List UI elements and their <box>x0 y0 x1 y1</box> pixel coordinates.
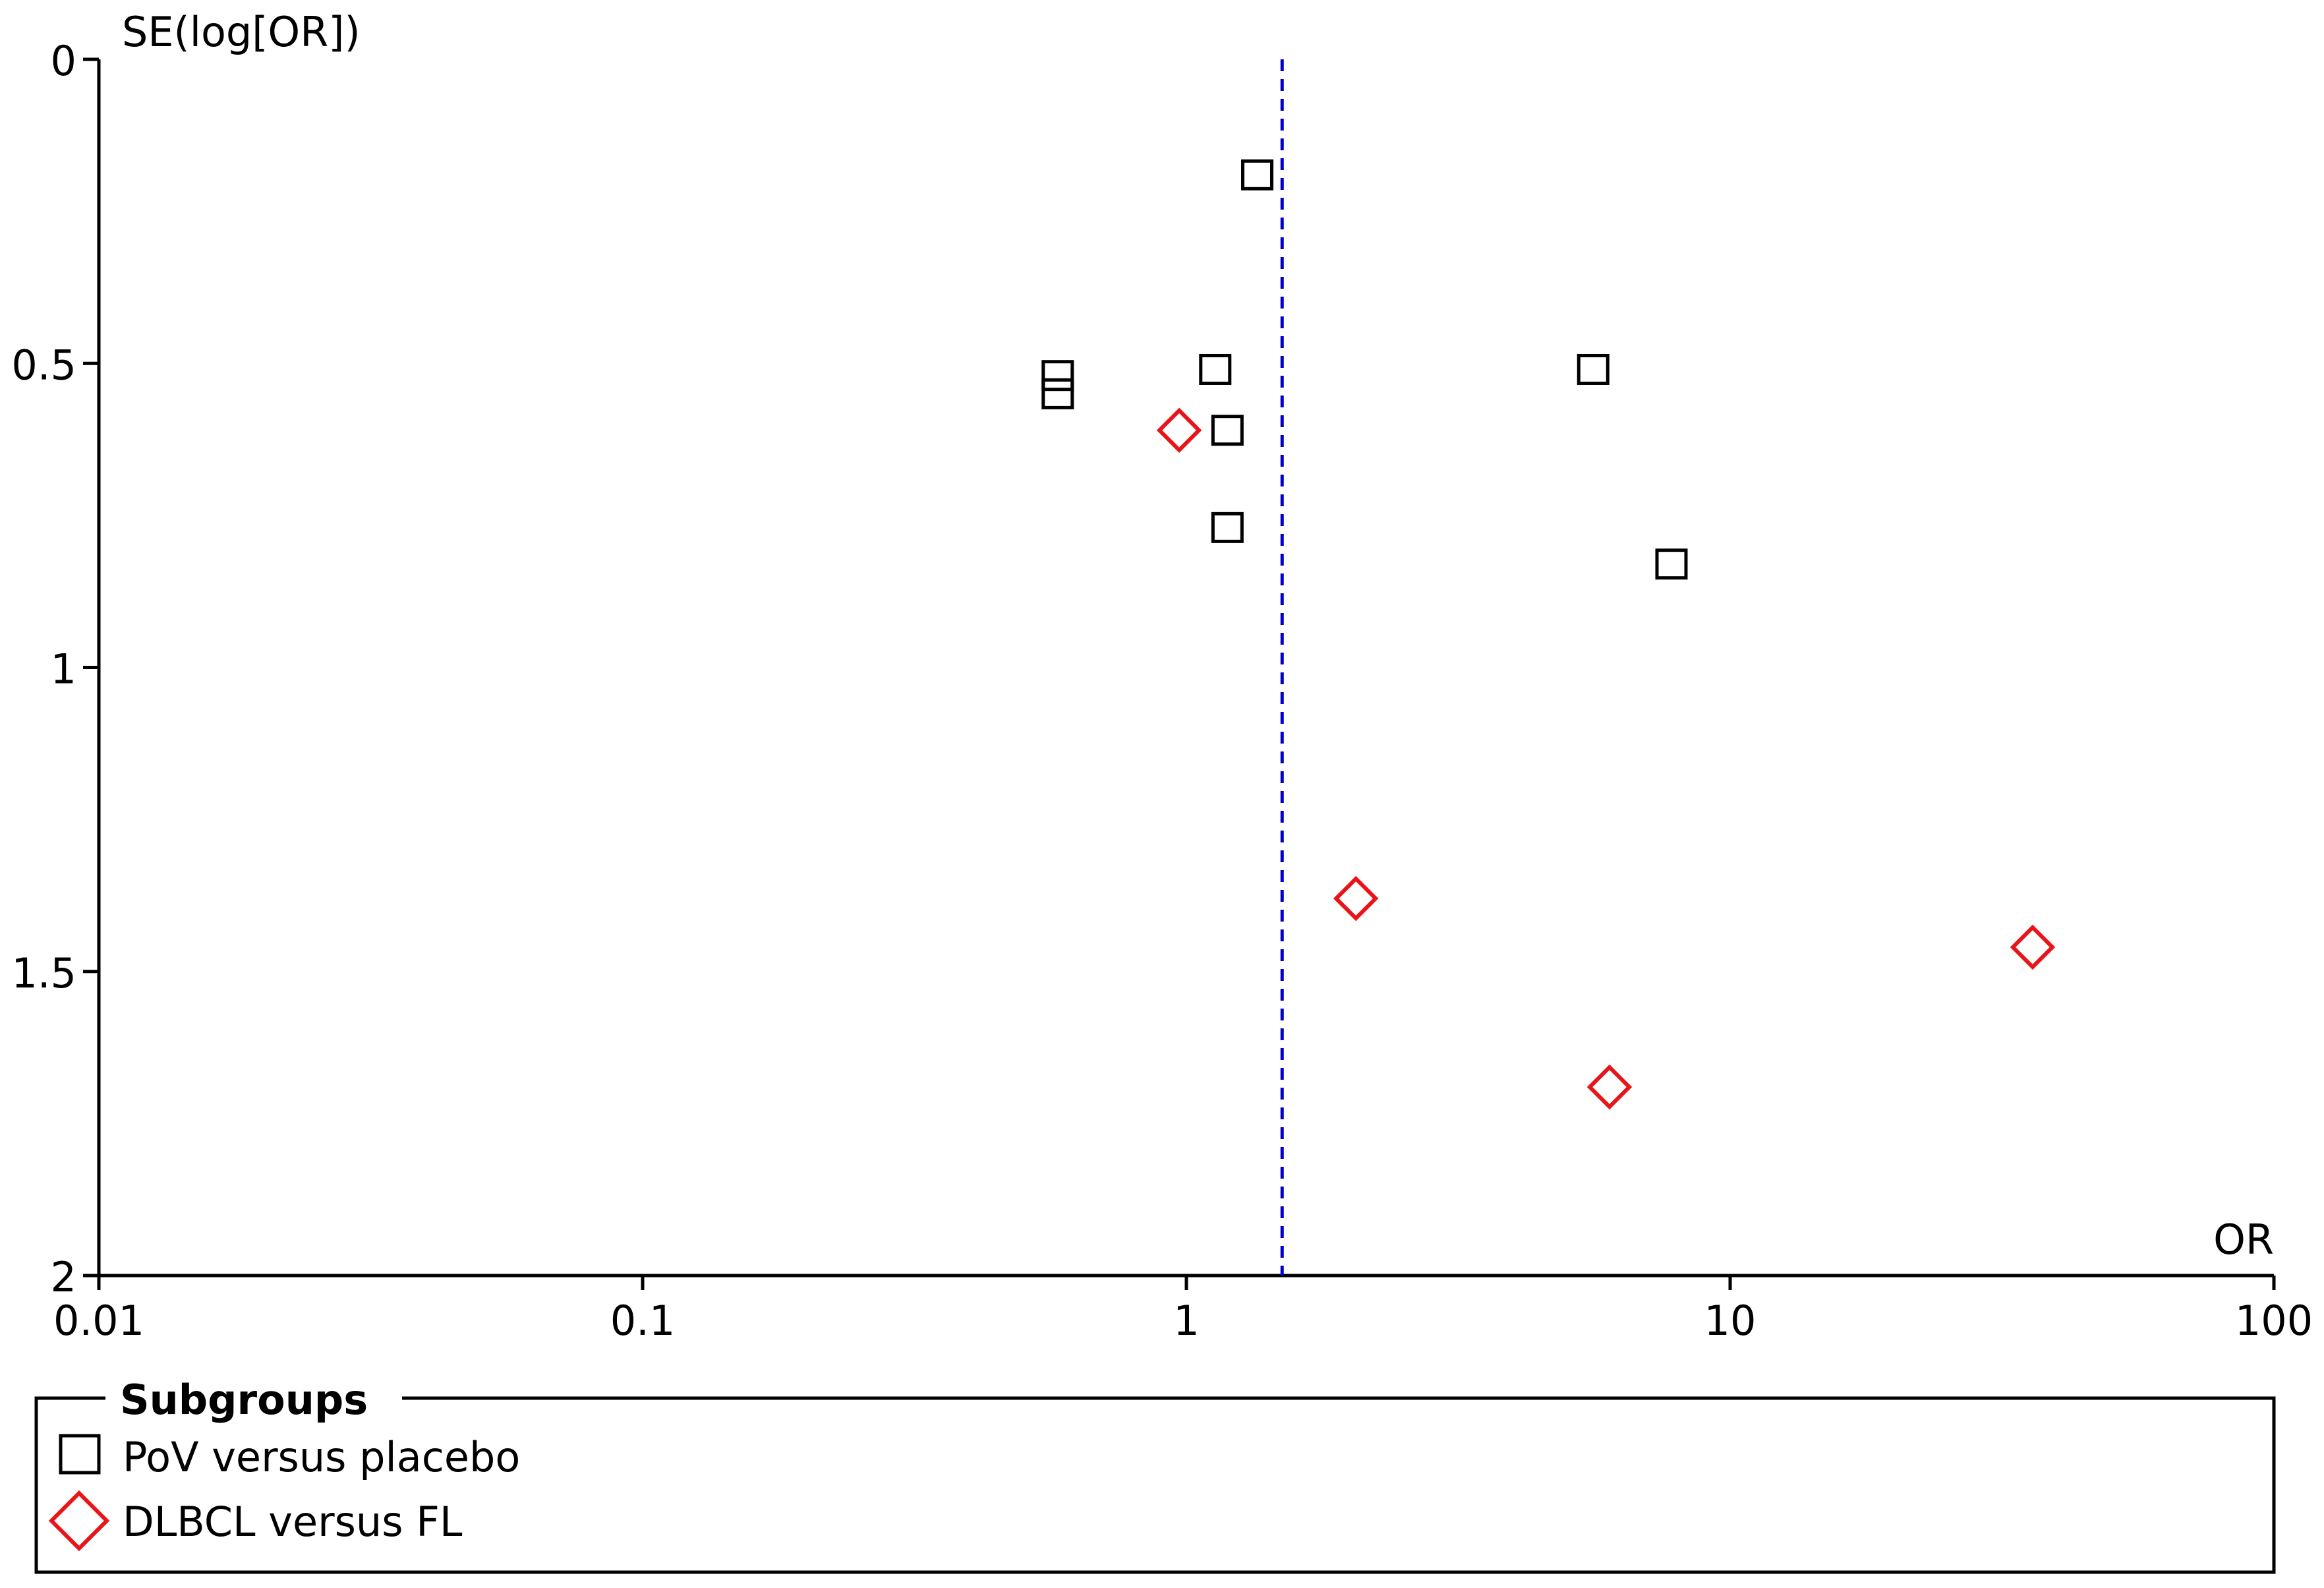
y-axis-title: SE(log[OR]) <box>122 8 361 56</box>
y-tick-label: 0.5 <box>11 341 76 389</box>
x-tick-label: 10 <box>1704 1297 1757 1345</box>
data-point-diamond <box>1586 1064 1633 1110</box>
data-point-square <box>1199 353 1232 385</box>
data-points <box>1041 159 2056 1110</box>
data-point-diamond <box>1156 407 1202 453</box>
data-point-diamond <box>2010 924 2056 970</box>
legend-entry-dlbcl-versus-fl: DLBCL versus FL <box>123 1498 463 1546</box>
x-tick-label: 100 <box>2235 1297 2313 1345</box>
x-axis-title: OR <box>2213 1216 2274 1264</box>
legend-box <box>34 1396 2276 1574</box>
legend: Subgroups PoV versus placebo DLBCL versu… <box>34 1374 2276 1574</box>
data-point-square <box>1211 415 1244 446</box>
y-tick-label: 1 <box>51 645 76 693</box>
data-point-square <box>1041 378 1074 409</box>
x-tick-label: 1 <box>1173 1297 1199 1345</box>
data-point-square <box>1577 353 1610 385</box>
legend-diamond-icon <box>48 1490 110 1552</box>
data-point-square <box>1041 360 1074 392</box>
y-tick-label: 2 <box>51 1253 76 1301</box>
legend-entry-pov-versus-placebo: PoV versus placebo <box>123 1433 520 1481</box>
legend-title-background <box>105 1374 402 1421</box>
data-point-square <box>1241 159 1274 191</box>
legend-title: Subgroups <box>120 1376 368 1424</box>
legend-square-icon <box>59 1434 101 1475</box>
y-tick-label: 0 <box>51 37 76 85</box>
x-tick-label: 0.01 <box>53 1297 144 1345</box>
data-point-square <box>1655 548 1688 580</box>
data-point-square <box>1211 512 1244 543</box>
x-tick-label: 0.1 <box>610 1297 676 1345</box>
y-tick-label: 1.5 <box>11 949 76 997</box>
axes: 0 0.5 1 1.5 20.01 0.1 1 10 100 <box>11 37 2313 1345</box>
data-point-diamond <box>1333 875 1379 922</box>
